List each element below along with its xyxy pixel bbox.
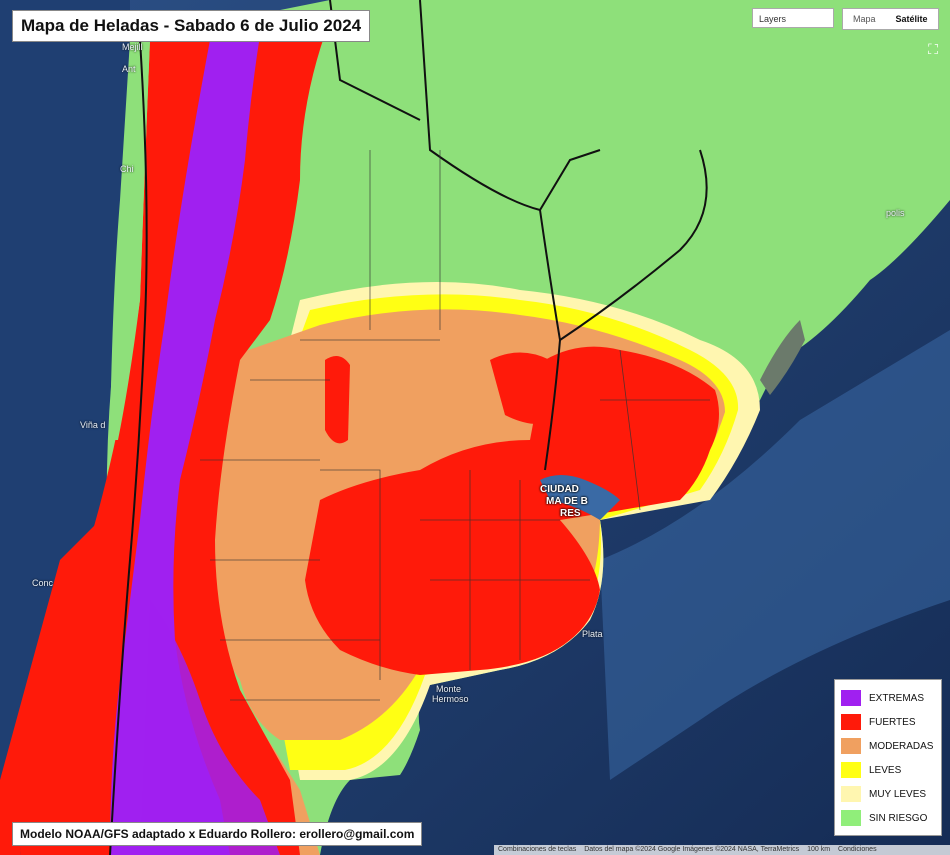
label-buenos-aires-1: CIUDAD [540, 484, 579, 495]
credit-text: Modelo NOAA/GFS adaptado x Eduardo Rolle… [12, 822, 423, 846]
chile-coast-south [0, 520, 110, 855]
zone-extremas-south [140, 600, 280, 855]
legend-label: LEVES [869, 764, 902, 776]
legend-item-moderadas: MODERADAS [841, 734, 935, 758]
legend-swatch [841, 762, 861, 778]
map-type-satellite-button[interactable]: Satélite [895, 14, 928, 24]
label-mar-del-plata: Plata [582, 629, 603, 639]
rio-de-la-plata [540, 475, 620, 520]
legend-label: MODERADAS [869, 740, 934, 752]
label-antofagasta: Ant [122, 64, 136, 74]
fullscreen-icon[interactable]: ⛶ [928, 41, 938, 57]
label-vina: Viña d [80, 420, 106, 430]
terms-link[interactable]: Condiciones [838, 846, 877, 853]
chile-coast [110, 40, 150, 440]
zone-extremas-andes [110, 35, 260, 855]
label-concepcion: Conc [32, 578, 54, 588]
country-borders [109, 0, 708, 855]
legend-swatch [841, 690, 861, 706]
legend-item-fuertes: FUERTES [841, 710, 935, 734]
zone-fuertes-cordoba [325, 356, 350, 444]
map-type-control: Mapa Satélite [842, 8, 939, 30]
label-mejillones: Mejill [122, 42, 143, 52]
legend-label: EXTREMAS [869, 692, 925, 704]
label-buenos-aires-3: RES [560, 508, 581, 519]
legend-label: FUERTES [869, 716, 916, 728]
legend-item-extremas: EXTREMAS [841, 686, 935, 710]
legend-item-leves: LEVES [841, 758, 935, 782]
continental-shelf [600, 330, 950, 780]
legend-swatch [841, 810, 861, 826]
province-borders [200, 150, 710, 701]
legend-label: SIN RIESGO [869, 812, 928, 824]
legend-swatch [841, 714, 861, 730]
label-buenos-aires-2: MA DE B [546, 496, 588, 507]
keyboard-shortcuts-link[interactable]: Combinaciones de teclas [498, 846, 577, 853]
label-monte-hermoso-1: Monte [436, 684, 462, 694]
zone-fuertes-east [305, 346, 719, 675]
zone-fuertes-north [490, 352, 555, 424]
legend-item-sin-riesgo: SIN RIESGO [841, 806, 935, 830]
label-florianopolis: polis [886, 208, 905, 218]
legend: EXTREMAS FUERTES MODERADAS LEVES MUY LEV… [834, 679, 942, 836]
scale-bar: 100 km [807, 846, 831, 853]
legend-swatch [841, 786, 861, 802]
label-chile-mid: Chi [120, 164, 134, 174]
map-title: Mapa de Heladas - Sabado 6 de Julio 2024 [12, 10, 371, 42]
layers-dropdown[interactable]: Layers [752, 8, 834, 28]
map-type-map-button[interactable]: Mapa [853, 14, 876, 24]
map-attribution: Combinaciones de teclas Datos del mapa ©… [494, 845, 950, 855]
label-monte-hermoso-2: Hermoso [432, 694, 469, 704]
legend-swatch [841, 738, 861, 754]
map-data-credit: Datos del mapa ©2024 Google Imágenes ©20… [584, 846, 800, 853]
legend-item-muy-leves: MUY LEVES [841, 782, 935, 806]
laguna-dos-patos [760, 320, 805, 395]
legend-label: MUY LEVES [869, 788, 927, 800]
